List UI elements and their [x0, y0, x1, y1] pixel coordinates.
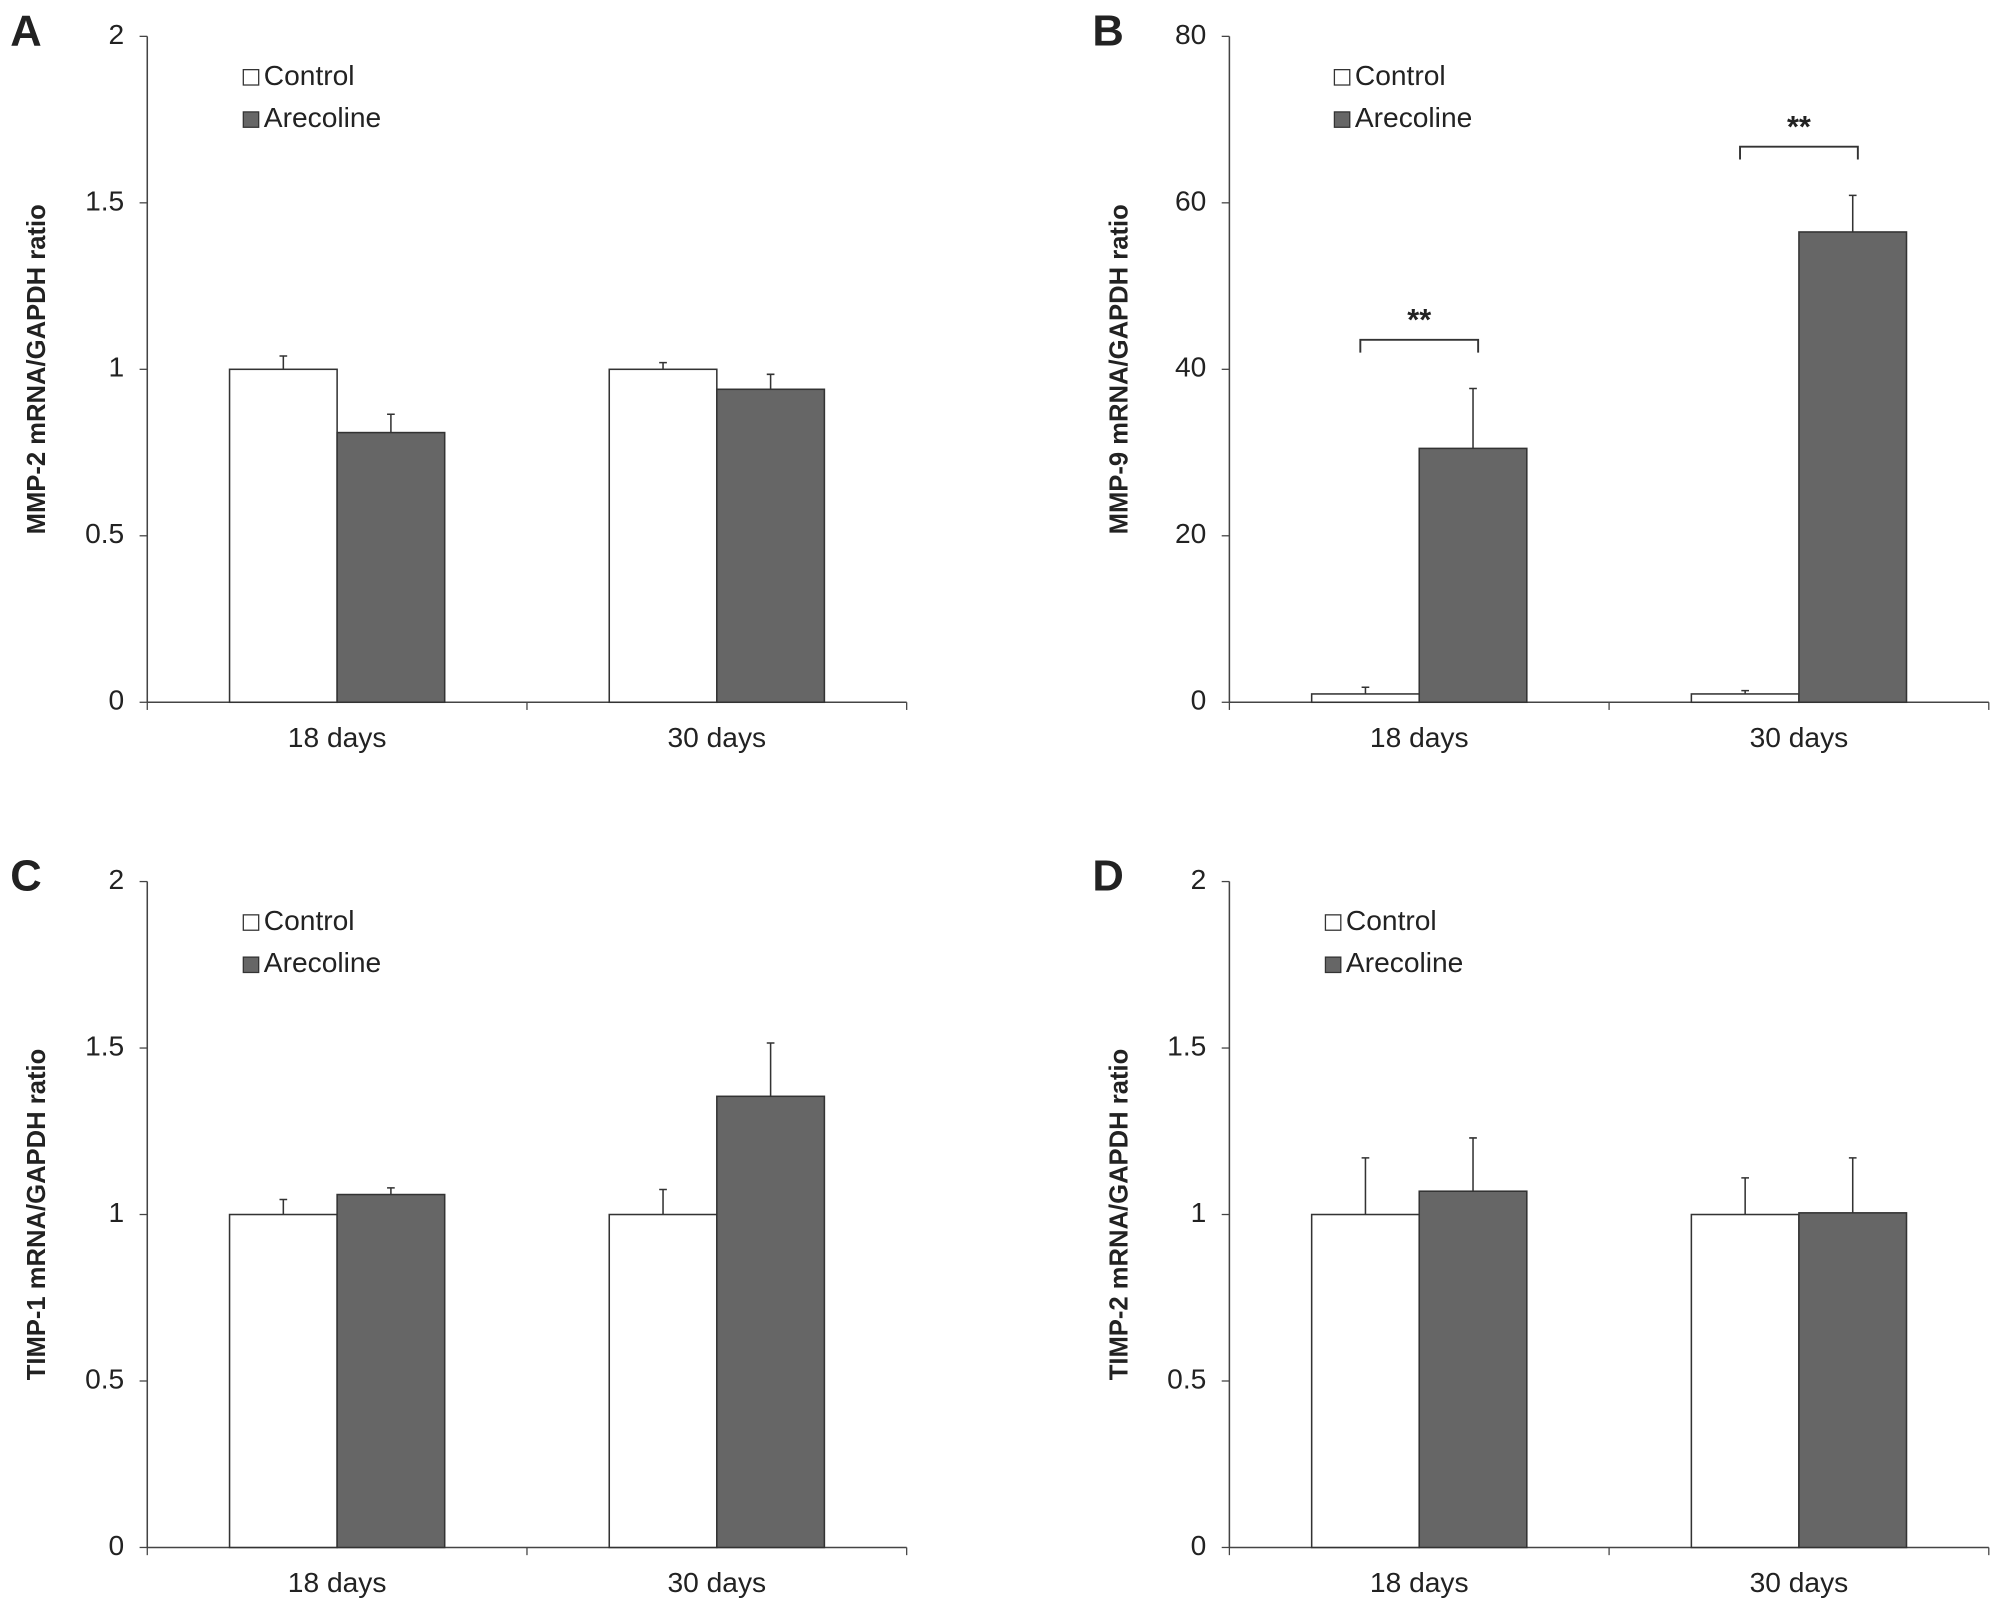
- legend-label: Arecoline: [1346, 946, 1463, 978]
- y-tick-label: 0: [1191, 1529, 1207, 1561]
- legend-swatch: [242, 956, 260, 974]
- legend-swatch: [1324, 914, 1342, 931]
- x-tick-label: 30 days: [668, 721, 767, 753]
- x-tick-label: 30 days: [1750, 721, 1849, 753]
- y-tick-label: 2: [109, 863, 125, 895]
- x-tick-label: 18 days: [1370, 721, 1469, 753]
- x-tick-label: 18 days: [288, 1566, 387, 1598]
- panel-label: B: [1092, 7, 1123, 55]
- error-bar: [659, 361, 667, 370]
- bar: [1310, 693, 1421, 704]
- y-tick-label: 0: [109, 1529, 125, 1561]
- legend-label: Arecoline: [264, 101, 381, 133]
- error-bar: [1741, 1177, 1749, 1215]
- y-axis-label: MMP-2 mRNA/GAPDH ratio: [23, 204, 51, 534]
- y-tick-label: 1.5: [85, 1029, 124, 1061]
- y-tick-label: 20: [1175, 517, 1206, 549]
- y-tick-label: 1.5: [85, 184, 124, 216]
- error-bar: [1848, 1157, 1857, 1213]
- legend-label: Control: [264, 904, 355, 936]
- error-bar: [659, 1188, 667, 1215]
- bar: [1418, 1190, 1528, 1549]
- error-bar: [387, 413, 395, 433]
- bar: [1798, 1212, 1908, 1549]
- y-tick-label: 2: [109, 18, 125, 50]
- x-tick-label: 30 days: [1750, 1566, 1849, 1598]
- y-tick-label: 80: [1175, 18, 1206, 50]
- y-tick-label: 1: [109, 351, 125, 383]
- panel-label: C: [10, 852, 41, 900]
- error-bar: [279, 355, 288, 370]
- error-bar: [1848, 194, 1857, 232]
- x-tick-label: 18 days: [1370, 1566, 1469, 1598]
- y-tick-label: 2: [1191, 863, 1207, 895]
- y-tick-label: 40: [1175, 351, 1206, 383]
- bar: [716, 1095, 826, 1549]
- y-axis-label: TIMP-2 mRNA/GAPDH ratio: [1105, 1049, 1133, 1381]
- y-axis-label: TIMP-1 mRNA/GAPDH ratio: [23, 1049, 51, 1381]
- bar: [336, 1193, 446, 1549]
- x-tick-label: 18 days: [288, 721, 387, 753]
- y-tick-label: 60: [1175, 184, 1206, 216]
- bar: [1690, 693, 1800, 704]
- y-axis-label: MMP-9 mRNA/GAPDH ratio: [1105, 204, 1133, 534]
- bar: [608, 368, 718, 704]
- legend-swatch: [242, 914, 260, 931]
- x-tick-label: 30 days: [668, 1566, 767, 1598]
- legend-swatch: [242, 111, 260, 128]
- error-bar: [766, 373, 775, 390]
- y-tick-label: 0: [109, 684, 125, 716]
- y-tick-label: 0.5: [1167, 1362, 1206, 1394]
- significance-bracket: [1359, 338, 1480, 353]
- error-bar: [1741, 689, 1749, 694]
- y-tick-label: 1: [109, 1196, 125, 1228]
- bar: [1798, 231, 1908, 704]
- legend-swatch: [1333, 111, 1351, 128]
- bar: [1690, 1213, 1800, 1549]
- panel-label: D: [1092, 852, 1123, 900]
- bar: [608, 1213, 718, 1549]
- y-tick-label: 0.5: [85, 1362, 124, 1394]
- y-tick-label: 1: [1191, 1196, 1207, 1228]
- error-bar: [1469, 1137, 1477, 1192]
- error-bar: [387, 1187, 395, 1195]
- legend-label: Control: [1355, 59, 1446, 91]
- panel-label: A: [10, 7, 41, 55]
- bar: [1418, 447, 1528, 704]
- error-bar: [1361, 1157, 1370, 1215]
- legend-label: Control: [1346, 904, 1437, 936]
- y-tick-label: 1.5: [1167, 1029, 1206, 1061]
- y-tick-label: 0: [1191, 684, 1207, 716]
- bar: [336, 431, 446, 704]
- bar: [1310, 1213, 1421, 1549]
- significance-label: **: [1407, 302, 1431, 337]
- bar: [228, 1213, 338, 1549]
- error-bar: [279, 1198, 288, 1215]
- legend-label: Arecoline: [264, 946, 381, 978]
- significance-bracket: [1739, 145, 1859, 160]
- error-bar: [1469, 387, 1477, 449]
- error-bar: [766, 1042, 775, 1097]
- error-bar: [1361, 686, 1370, 694]
- bar: [716, 388, 826, 704]
- y-tick-label: 0.5: [85, 517, 124, 549]
- legend-label: Arecoline: [1355, 101, 1472, 133]
- bar: [228, 368, 338, 704]
- legend-label: Control: [264, 59, 355, 91]
- legend-swatch: [242, 69, 260, 86]
- significance-label: **: [1787, 109, 1811, 144]
- legend-swatch: [1324, 956, 1342, 974]
- legend-swatch: [1333, 69, 1351, 86]
